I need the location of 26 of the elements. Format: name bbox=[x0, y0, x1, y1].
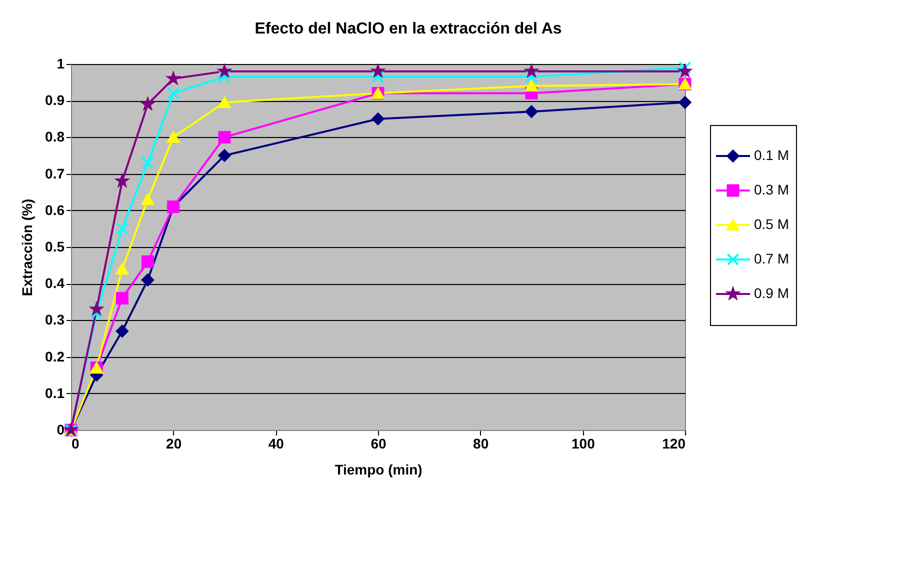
legend-label: 0.3 M bbox=[754, 182, 790, 198]
y-tick-label: 0.4 bbox=[45, 275, 65, 292]
y-tick-label: 0.7 bbox=[45, 165, 65, 182]
y-axis-title: Extracción (%) bbox=[19, 198, 36, 296]
y-tick-label: 0.3 bbox=[45, 312, 65, 328]
x-tick-label: 100 bbox=[571, 436, 596, 452]
y-tick-label: 0.1 bbox=[45, 384, 65, 401]
x-tick-label: 0 bbox=[72, 436, 80, 452]
y-tick-label: 0.5 bbox=[45, 238, 65, 254]
legend-label: 0.5 M bbox=[754, 216, 790, 232]
legend-label: 0.9 M bbox=[754, 284, 790, 301]
y-tick-label: 0.9 bbox=[45, 92, 65, 108]
y-tick-label: 0.2 bbox=[45, 348, 65, 364]
y-tick-label: 0 bbox=[56, 422, 65, 438]
x-axis-title: Tiempo (min) bbox=[334, 462, 422, 478]
x-tick-label: 60 bbox=[370, 436, 386, 452]
y-tick-label: 0.8 bbox=[45, 128, 65, 145]
x-tick-label: 120 bbox=[662, 436, 686, 452]
legend-label: 0.1 M bbox=[754, 147, 790, 164]
y-tick-label: 1 bbox=[56, 56, 65, 72]
y-tick-label: 0.6 bbox=[45, 202, 65, 218]
x-tick-label: 40 bbox=[268, 436, 284, 452]
chart-title: Efecto del NaClO en la extracción del As bbox=[254, 20, 562, 38]
legend-label: 0.7 M bbox=[754, 250, 790, 266]
x-tick-label: 20 bbox=[166, 436, 182, 452]
x-tick-label: 80 bbox=[473, 436, 489, 452]
